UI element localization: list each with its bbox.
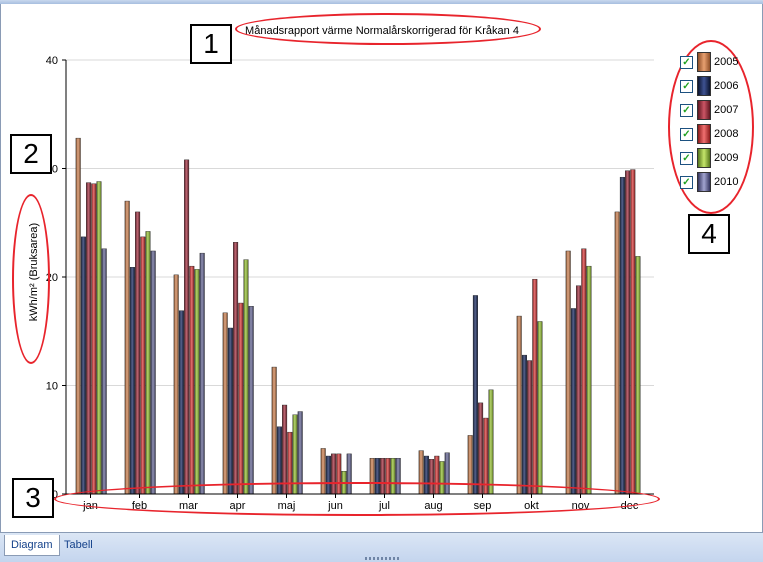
bar-jan-2009 — [96, 181, 102, 495]
legend-label-2009: 2009 — [714, 152, 739, 164]
legend-swatch-2006 — [697, 76, 711, 96]
tab-tabell[interactable]: Tabell — [64, 539, 93, 551]
bar-jan-2008 — [91, 183, 97, 495]
title-callout-oval — [235, 13, 541, 45]
ylabel-callout-oval — [12, 194, 50, 364]
bar-maj-2005 — [271, 366, 277, 495]
legend-swatch-2010 — [697, 172, 711, 192]
bar-nov-2008 — [581, 248, 587, 495]
y-tick-label-0: 0 — [52, 489, 58, 501]
bar-mar-2009 — [194, 269, 200, 495]
bar-sep-2007 — [478, 402, 484, 495]
bar-maj-2007 — [282, 404, 288, 495]
legend-label-2008: 2008 — [714, 128, 739, 140]
y-tick-label-10: 10 — [46, 381, 58, 393]
bar-dec-2006 — [619, 176, 625, 495]
bar-mar-2006 — [178, 310, 184, 495]
bar-apr-2005 — [222, 312, 228, 495]
legend-checkbox-2009[interactable]: ✓ — [680, 152, 693, 165]
bars — [75, 137, 641, 495]
bar-dec-2007 — [625, 170, 631, 495]
bar-mar-2007 — [184, 159, 190, 495]
splitter-grip[interactable] — [365, 557, 401, 560]
legend-label-2006: 2006 — [714, 80, 739, 92]
bar-mar-2008 — [189, 265, 195, 495]
legend-checkbox-2005[interactable]: ✓ — [680, 56, 693, 69]
bar-okt-2005 — [516, 315, 522, 495]
legend-item-2005[interactable]: ✓ 2005 — [676, 52, 756, 74]
bar-nov-2006 — [570, 308, 576, 495]
bar-feb-2007 — [135, 211, 141, 495]
bar-apr-2006 — [227, 327, 233, 495]
bar-sep-2006 — [472, 295, 478, 495]
legend-item-2006[interactable]: ✓ 2006 — [676, 76, 756, 98]
bar-feb-2009 — [145, 231, 151, 495]
callout-1: 1 — [190, 24, 232, 64]
grid-lines — [66, 59, 654, 386]
callout-4: 4 — [688, 214, 730, 254]
legend-swatch-2008 — [697, 124, 711, 144]
legend-label-2005: 2005 — [714, 56, 739, 68]
callout-3: 3 — [12, 478, 54, 518]
bar-jan-2005 — [75, 137, 81, 495]
xaxis-callout-oval — [54, 482, 660, 516]
legend-callout-oval — [668, 40, 754, 214]
bar-okt-2006 — [521, 354, 527, 495]
legend-item-2008[interactable]: ✓ 2008 — [676, 124, 756, 146]
bar-dec-2005 — [614, 211, 620, 495]
legend-item-2007[interactable]: ✓ 2007 — [676, 100, 756, 122]
legend-swatch-2005 — [697, 52, 711, 72]
legend-checkbox-2010[interactable]: ✓ — [680, 176, 693, 189]
bar-okt-2008 — [532, 278, 538, 495]
legend-checkbox-2008[interactable]: ✓ — [680, 128, 693, 141]
tab-diagram[interactable]: Diagram — [4, 535, 60, 556]
legend-label-2010: 2010 — [714, 176, 739, 188]
legend-item-2010[interactable]: ✓ 2010 — [676, 172, 756, 194]
bar-apr-2007 — [233, 242, 239, 495]
y-tick-label-40: 40 — [46, 55, 58, 67]
bar-feb-2006 — [129, 267, 135, 495]
bar-mar-2010 — [199, 252, 205, 495]
callout-2: 2 — [10, 134, 52, 174]
bar-nov-2009 — [586, 265, 592, 495]
bar-sep-2009 — [488, 389, 494, 495]
bar-feb-2010 — [150, 250, 156, 495]
legend-label-2007: 2007 — [714, 104, 739, 116]
bar-jan-2007 — [86, 182, 92, 495]
bar-okt-2009 — [537, 321, 543, 495]
bar-chart: Månadsrapport värme Normalårskorrigerad … — [28, 25, 654, 512]
bar-nov-2005 — [565, 250, 571, 495]
bar-dec-2009 — [635, 256, 641, 495]
legend-swatch-2009 — [697, 148, 711, 168]
view-tab-bar: Diagram Tabell — [0, 532, 763, 562]
bar-apr-2008 — [238, 302, 244, 495]
bar-jan-2010 — [101, 248, 107, 495]
bar-mar-2005 — [173, 274, 179, 495]
window-top-strip — [0, 0, 763, 4]
bar-okt-2007 — [527, 360, 533, 495]
bar-nov-2007 — [576, 285, 582, 495]
bar-dec-2008 — [630, 169, 636, 495]
bar-jan-2006 — [80, 236, 86, 495]
legend-item-2009[interactable]: ✓ 2009 — [676, 148, 756, 170]
legend-checkbox-2006[interactable]: ✓ — [680, 80, 693, 93]
bar-feb-2008 — [140, 236, 146, 495]
legend-checkbox-2007[interactable]: ✓ — [680, 104, 693, 117]
bar-feb-2005 — [124, 200, 130, 495]
bar-apr-2010 — [248, 306, 254, 495]
legend-swatch-2007 — [697, 100, 711, 120]
bar-apr-2009 — [243, 259, 249, 495]
